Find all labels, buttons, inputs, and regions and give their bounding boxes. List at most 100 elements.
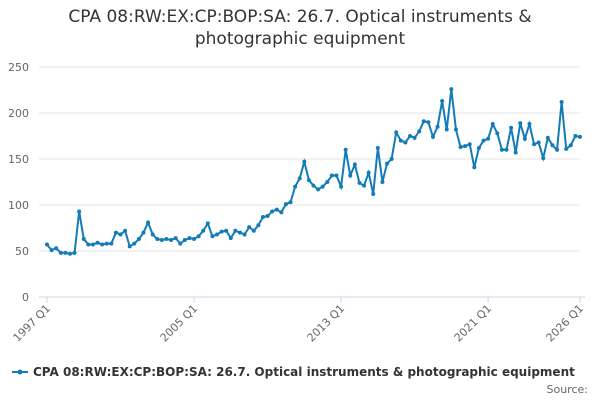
data-point <box>136 237 141 242</box>
data-point <box>123 228 128 233</box>
data-point <box>224 228 229 233</box>
data-point <box>169 237 174 242</box>
data-point <box>573 134 578 138</box>
data-point <box>532 142 537 147</box>
y-tick-label: 250 <box>8 61 29 74</box>
legend-marker <box>17 369 23 375</box>
data-point <box>407 134 412 138</box>
data-point <box>256 223 261 228</box>
data-point <box>77 209 82 214</box>
data-point <box>440 99 445 104</box>
data-point <box>104 241 109 246</box>
data-point <box>536 140 541 145</box>
data-point <box>201 228 206 233</box>
data-point <box>453 127 458 132</box>
data-point <box>72 250 77 255</box>
data-point <box>265 214 270 219</box>
data-point <box>233 228 238 233</box>
data-point <box>173 236 178 241</box>
data-point <box>421 119 426 124</box>
data-point <box>242 232 247 237</box>
chart-title: CPA 08:RW:EX:CP:BOP:SA: 26.7. Optical in… <box>68 7 532 49</box>
y-tick-label: 150 <box>8 153 29 166</box>
data-point <box>509 125 514 130</box>
data-point <box>260 214 265 219</box>
data-point <box>495 131 500 136</box>
y-tick-label: 50 <box>15 245 29 258</box>
y-tick-label: 100 <box>8 199 29 212</box>
x-tick-label: 2021 Q1 <box>452 302 495 345</box>
data-point <box>449 87 454 92</box>
data-point <box>325 180 330 184</box>
data-point <box>334 173 339 178</box>
data-point <box>141 230 146 235</box>
data-point <box>527 122 532 127</box>
data-point <box>352 162 357 167</box>
data-point <box>178 241 183 246</box>
data-point <box>118 232 123 237</box>
data-point <box>467 142 472 147</box>
data-point <box>49 248 54 253</box>
data-point <box>127 244 132 249</box>
data-point <box>279 210 284 215</box>
data-point <box>192 237 197 242</box>
data-point <box>132 241 137 246</box>
data-point <box>412 135 417 140</box>
data-point <box>237 230 242 235</box>
data-point <box>316 187 321 192</box>
data-point <box>215 232 220 237</box>
data-point <box>348 173 353 178</box>
data-point <box>95 240 100 245</box>
data-point <box>109 241 114 246</box>
data-point <box>329 173 334 178</box>
data-point <box>288 200 293 205</box>
data-point <box>476 145 481 150</box>
data-point <box>518 121 523 126</box>
data-point <box>499 147 504 152</box>
y-tick-label: 0 <box>22 291 29 304</box>
data-point <box>430 134 435 139</box>
data-point <box>375 145 380 150</box>
data-point <box>251 228 256 233</box>
data-point <box>564 146 569 151</box>
data-point <box>578 134 582 139</box>
data-point <box>306 178 311 183</box>
data-point <box>458 145 463 150</box>
data-point <box>146 220 151 225</box>
data-point <box>435 124 440 129</box>
data-point <box>343 147 348 152</box>
data-point <box>403 140 408 145</box>
data-point <box>219 229 224 234</box>
data-point <box>504 147 509 152</box>
data-point <box>297 176 302 181</box>
data-point <box>472 165 477 170</box>
data-point <box>302 159 307 164</box>
x-tick-label: 2013 Q1 <box>305 302 348 345</box>
data-point <box>311 183 316 188</box>
data-point <box>54 246 59 251</box>
data-point <box>210 234 215 239</box>
data-point <box>490 122 495 127</box>
data-point <box>45 242 49 247</box>
data-point <box>247 225 252 230</box>
data-line <box>46 88 581 255</box>
data-point <box>385 161 390 166</box>
data-point <box>150 232 155 237</box>
data-point <box>164 237 169 242</box>
data-point <box>270 209 275 214</box>
data-point <box>293 184 298 189</box>
data-point <box>362 183 367 188</box>
data-point <box>444 127 449 132</box>
data-point <box>481 138 486 143</box>
data-point <box>274 207 279 212</box>
data-point <box>371 191 376 196</box>
data-point <box>320 184 325 189</box>
data-point <box>486 136 491 141</box>
data-point <box>81 237 86 242</box>
data-point <box>86 242 91 247</box>
source-label: Source: <box>547 383 589 396</box>
data-point <box>90 242 95 247</box>
x-tick-label: 2026 Q1 <box>544 302 587 345</box>
y-tick-label: 200 <box>8 107 29 120</box>
